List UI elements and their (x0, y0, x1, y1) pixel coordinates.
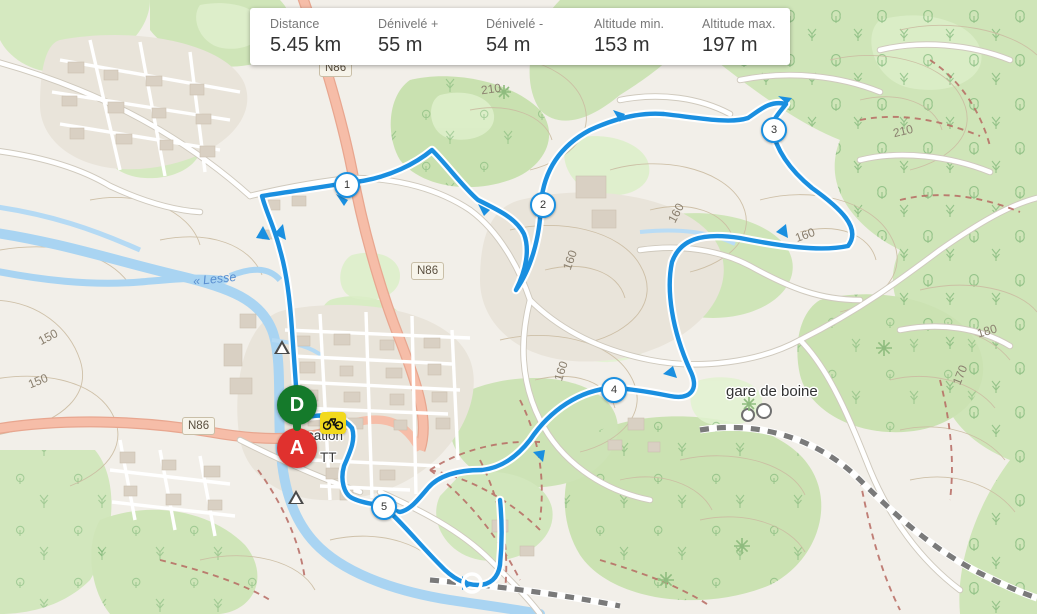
road-shield-n86-west: N86 (182, 417, 216, 435)
star-symbols (497, 85, 892, 588)
stat-distance-label: Distance (270, 16, 320, 31)
waypoint-marker-2[interactable]: 2 (530, 192, 556, 218)
road-shield-n86-mid: N86 (411, 262, 445, 280)
bicycle-icon[interactable] (320, 412, 346, 434)
waypoint-marker-5[interactable]: 5 (371, 494, 397, 520)
stat-elevation-gain-value: 55 m (378, 33, 423, 56)
camping-icon-2 (288, 490, 304, 504)
camping-icon (274, 340, 290, 354)
bicycle-glyph (323, 418, 343, 430)
stat-elevation-loss-label: Dénivelé - (486, 16, 544, 31)
marker-arrivee[interactable]: A (277, 416, 317, 468)
buildings (61, 61, 661, 557)
stat-altitude-max-label: Altitude max. (702, 16, 776, 31)
stat-altitude-min: Altitude min. 153 m (574, 17, 682, 57)
stat-altitude-min-label: Altitude min. (594, 16, 665, 31)
marker-depart-label: D (277, 385, 317, 425)
stat-elevation-gain: Dénivelé + 55 m (358, 17, 466, 57)
stat-elevation-gain-label: Dénivelé + (378, 16, 439, 31)
stat-distance: Distance 5.45 km (250, 17, 358, 57)
stat-distance-value: 5.45 km (270, 33, 342, 56)
marker-arrivee-label: A (277, 428, 317, 468)
roundabout (461, 572, 483, 594)
stat-altitude-max-value: 197 m (702, 33, 758, 56)
waypoint-marker-1[interactable]: 1 (334, 172, 360, 198)
stat-elevation-loss: Dénivelé - 54 m (466, 17, 574, 57)
train-station-icon (741, 403, 772, 422)
route-statistics-panel: Distance 5.45 km Dénivelé + 55 m Dénivel… (250, 8, 790, 65)
waypoint-marker-4[interactable]: 4 (601, 377, 627, 403)
waypoint-marker-3[interactable]: 3 (761, 117, 787, 143)
stat-altitude-max: Altitude max. 197 m (682, 17, 790, 57)
marker-depart[interactable]: D (277, 385, 317, 431)
stat-elevation-loss-value: 54 m (486, 33, 531, 56)
stat-altitude-min-value: 153 m (594, 33, 650, 56)
